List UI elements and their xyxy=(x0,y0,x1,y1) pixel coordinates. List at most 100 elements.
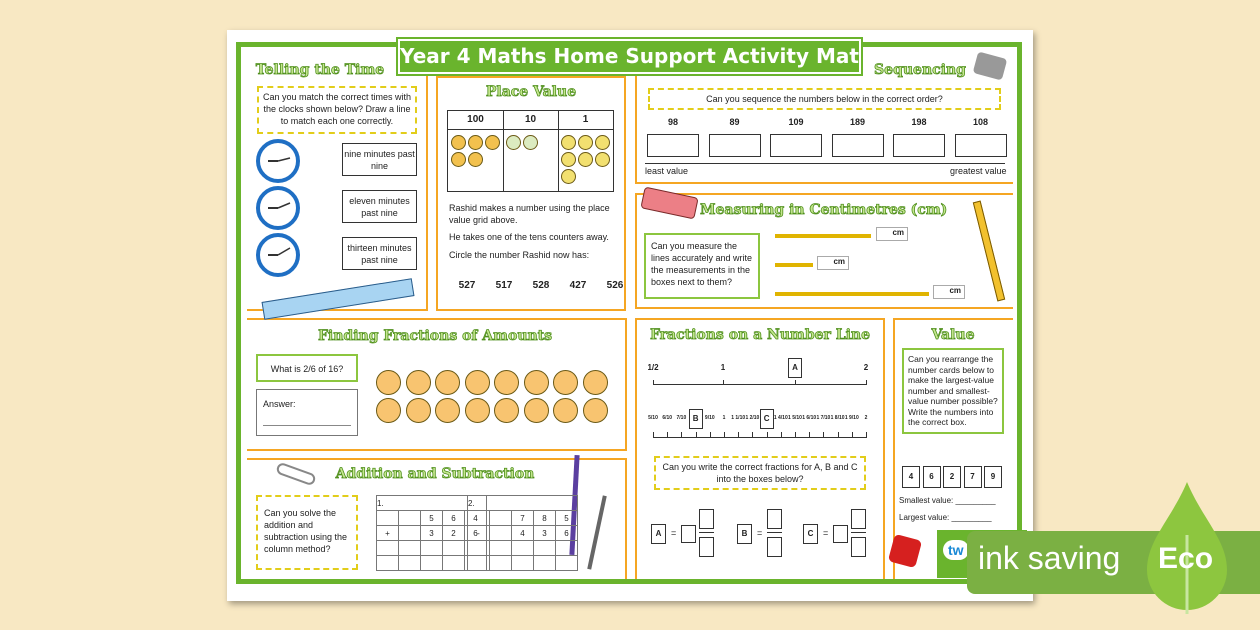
denominator-box[interactable] xyxy=(699,537,714,557)
number-line-label: 1 8/10 xyxy=(830,415,845,421)
tick xyxy=(681,432,683,438)
number-line-label: C xyxy=(759,409,774,429)
counter xyxy=(523,135,538,150)
number-card[interactable]: 2 xyxy=(943,466,961,488)
sequence-number: 189 xyxy=(849,117,866,127)
whole-number-box[interactable] xyxy=(833,525,848,543)
tick xyxy=(866,432,867,438)
counter xyxy=(523,398,549,423)
number-card[interactable]: 7 xyxy=(963,466,982,488)
number-line-label: A xyxy=(788,358,802,378)
sequence-box[interactable] xyxy=(708,134,761,157)
tick xyxy=(809,432,811,438)
digit: 6 xyxy=(555,525,578,541)
counter xyxy=(561,169,576,184)
place-value-panel xyxy=(436,76,626,311)
sequence-box[interactable] xyxy=(893,134,945,157)
tick xyxy=(866,380,867,385)
number-line-label: 1 7/10 xyxy=(816,415,831,421)
number-choice[interactable]: 427 xyxy=(569,280,587,291)
denominator-box[interactable] xyxy=(851,537,866,557)
sequence-box[interactable] xyxy=(954,134,1007,157)
tick xyxy=(823,432,825,438)
tick xyxy=(653,432,654,438)
cm-box[interactable]: cm xyxy=(817,256,849,270)
number-card[interactable]: 4 xyxy=(902,466,920,488)
sequence-number: 89 xyxy=(729,117,740,127)
counter xyxy=(506,135,521,150)
cm-box[interactable]: cm xyxy=(933,285,965,299)
counter xyxy=(376,370,401,395)
digit: 4 xyxy=(511,525,534,541)
answer-box[interactable]: Answer: xyxy=(256,389,358,436)
counter xyxy=(405,398,431,423)
number-line-label: 1 xyxy=(722,415,726,421)
sequence-number: 198 xyxy=(911,117,927,127)
sequence-box[interactable] xyxy=(647,134,699,157)
counter xyxy=(494,370,519,395)
twinkl-logo: tw xyxy=(943,540,969,560)
page-title: Year 4 Maths Home Support Activity Mat xyxy=(396,37,863,76)
counter xyxy=(561,152,576,167)
counter xyxy=(376,398,401,423)
digit: 3 xyxy=(533,525,556,541)
numerator-box[interactable] xyxy=(851,509,866,529)
column-method-grid[interactable]: 2. 7 8 5 - 4 3 6 xyxy=(467,495,578,571)
clock-icon xyxy=(256,233,300,277)
operator: + xyxy=(376,525,399,541)
time-option[interactable]: nine minutes past nine xyxy=(342,143,417,176)
equals-sign: = xyxy=(671,528,677,538)
measure-line xyxy=(775,292,929,296)
telling-time-title: Telling the Time xyxy=(255,62,385,79)
sequencing-panel xyxy=(635,52,1013,184)
header-1: 1 xyxy=(582,114,589,125)
value-prompt: Can you rearrange the number cards below… xyxy=(902,348,1004,434)
ink-saving-label: ink saving xyxy=(978,540,1121,576)
smallest-value-field[interactable]: Smallest value: _________ xyxy=(899,496,996,505)
counter xyxy=(582,398,608,423)
number-choice[interactable]: 526 xyxy=(606,280,624,291)
place-value-grid: 100 10 1 xyxy=(447,110,614,192)
whole-number-box[interactable] xyxy=(681,525,696,543)
counter xyxy=(464,398,490,423)
time-option[interactable]: thirteen minutes past nine xyxy=(342,237,417,270)
largest-value-field[interactable]: Largest value: _________ xyxy=(899,513,992,522)
operator: - xyxy=(467,525,490,541)
measuring-prompt: Can you measure the lines accurately and… xyxy=(644,233,760,299)
sequence-box[interactable] xyxy=(831,134,884,157)
numerator-box[interactable] xyxy=(699,509,714,529)
digit: 8 xyxy=(533,510,556,526)
number-line-label: B xyxy=(688,409,703,429)
tick xyxy=(695,432,697,438)
number-choice[interactable]: 517 xyxy=(495,280,513,291)
number-line-label: 1/2 xyxy=(647,363,659,372)
clock-icon xyxy=(256,186,300,230)
addition-title: Addition and Subtraction xyxy=(335,466,535,483)
sequencing-title: Sequencing xyxy=(874,62,967,79)
sequencing-prompt: Can you sequence the numbers below in th… xyxy=(648,88,1001,110)
tick xyxy=(851,432,853,438)
sequence-box[interactable] xyxy=(770,134,822,157)
counter xyxy=(553,398,578,423)
fraction-bar xyxy=(767,532,782,533)
numerator-box[interactable] xyxy=(767,509,782,529)
number-line-label: 2 xyxy=(863,363,869,372)
value-title: Value xyxy=(931,327,975,344)
tick xyxy=(724,432,725,438)
digit: 2 xyxy=(442,525,465,541)
counter xyxy=(485,135,500,150)
clock-icon xyxy=(256,139,300,183)
number-line-label: 1 4/10 xyxy=(773,415,788,421)
number-choice[interactable]: 527 xyxy=(458,280,476,291)
counter xyxy=(523,370,549,395)
sequence-number: 98 xyxy=(667,117,678,127)
number-choice[interactable]: 528 xyxy=(532,280,550,291)
counter xyxy=(464,370,490,395)
cm-box[interactable]: cm xyxy=(876,227,908,241)
time-option[interactable]: eleven minutes past nine xyxy=(342,190,417,223)
number-card[interactable]: 9 xyxy=(984,466,1002,488)
number-line-label: 5/10 xyxy=(648,415,658,421)
number-card[interactable]: 6 xyxy=(922,466,941,488)
counter xyxy=(595,135,610,150)
denominator-box[interactable] xyxy=(767,537,782,557)
